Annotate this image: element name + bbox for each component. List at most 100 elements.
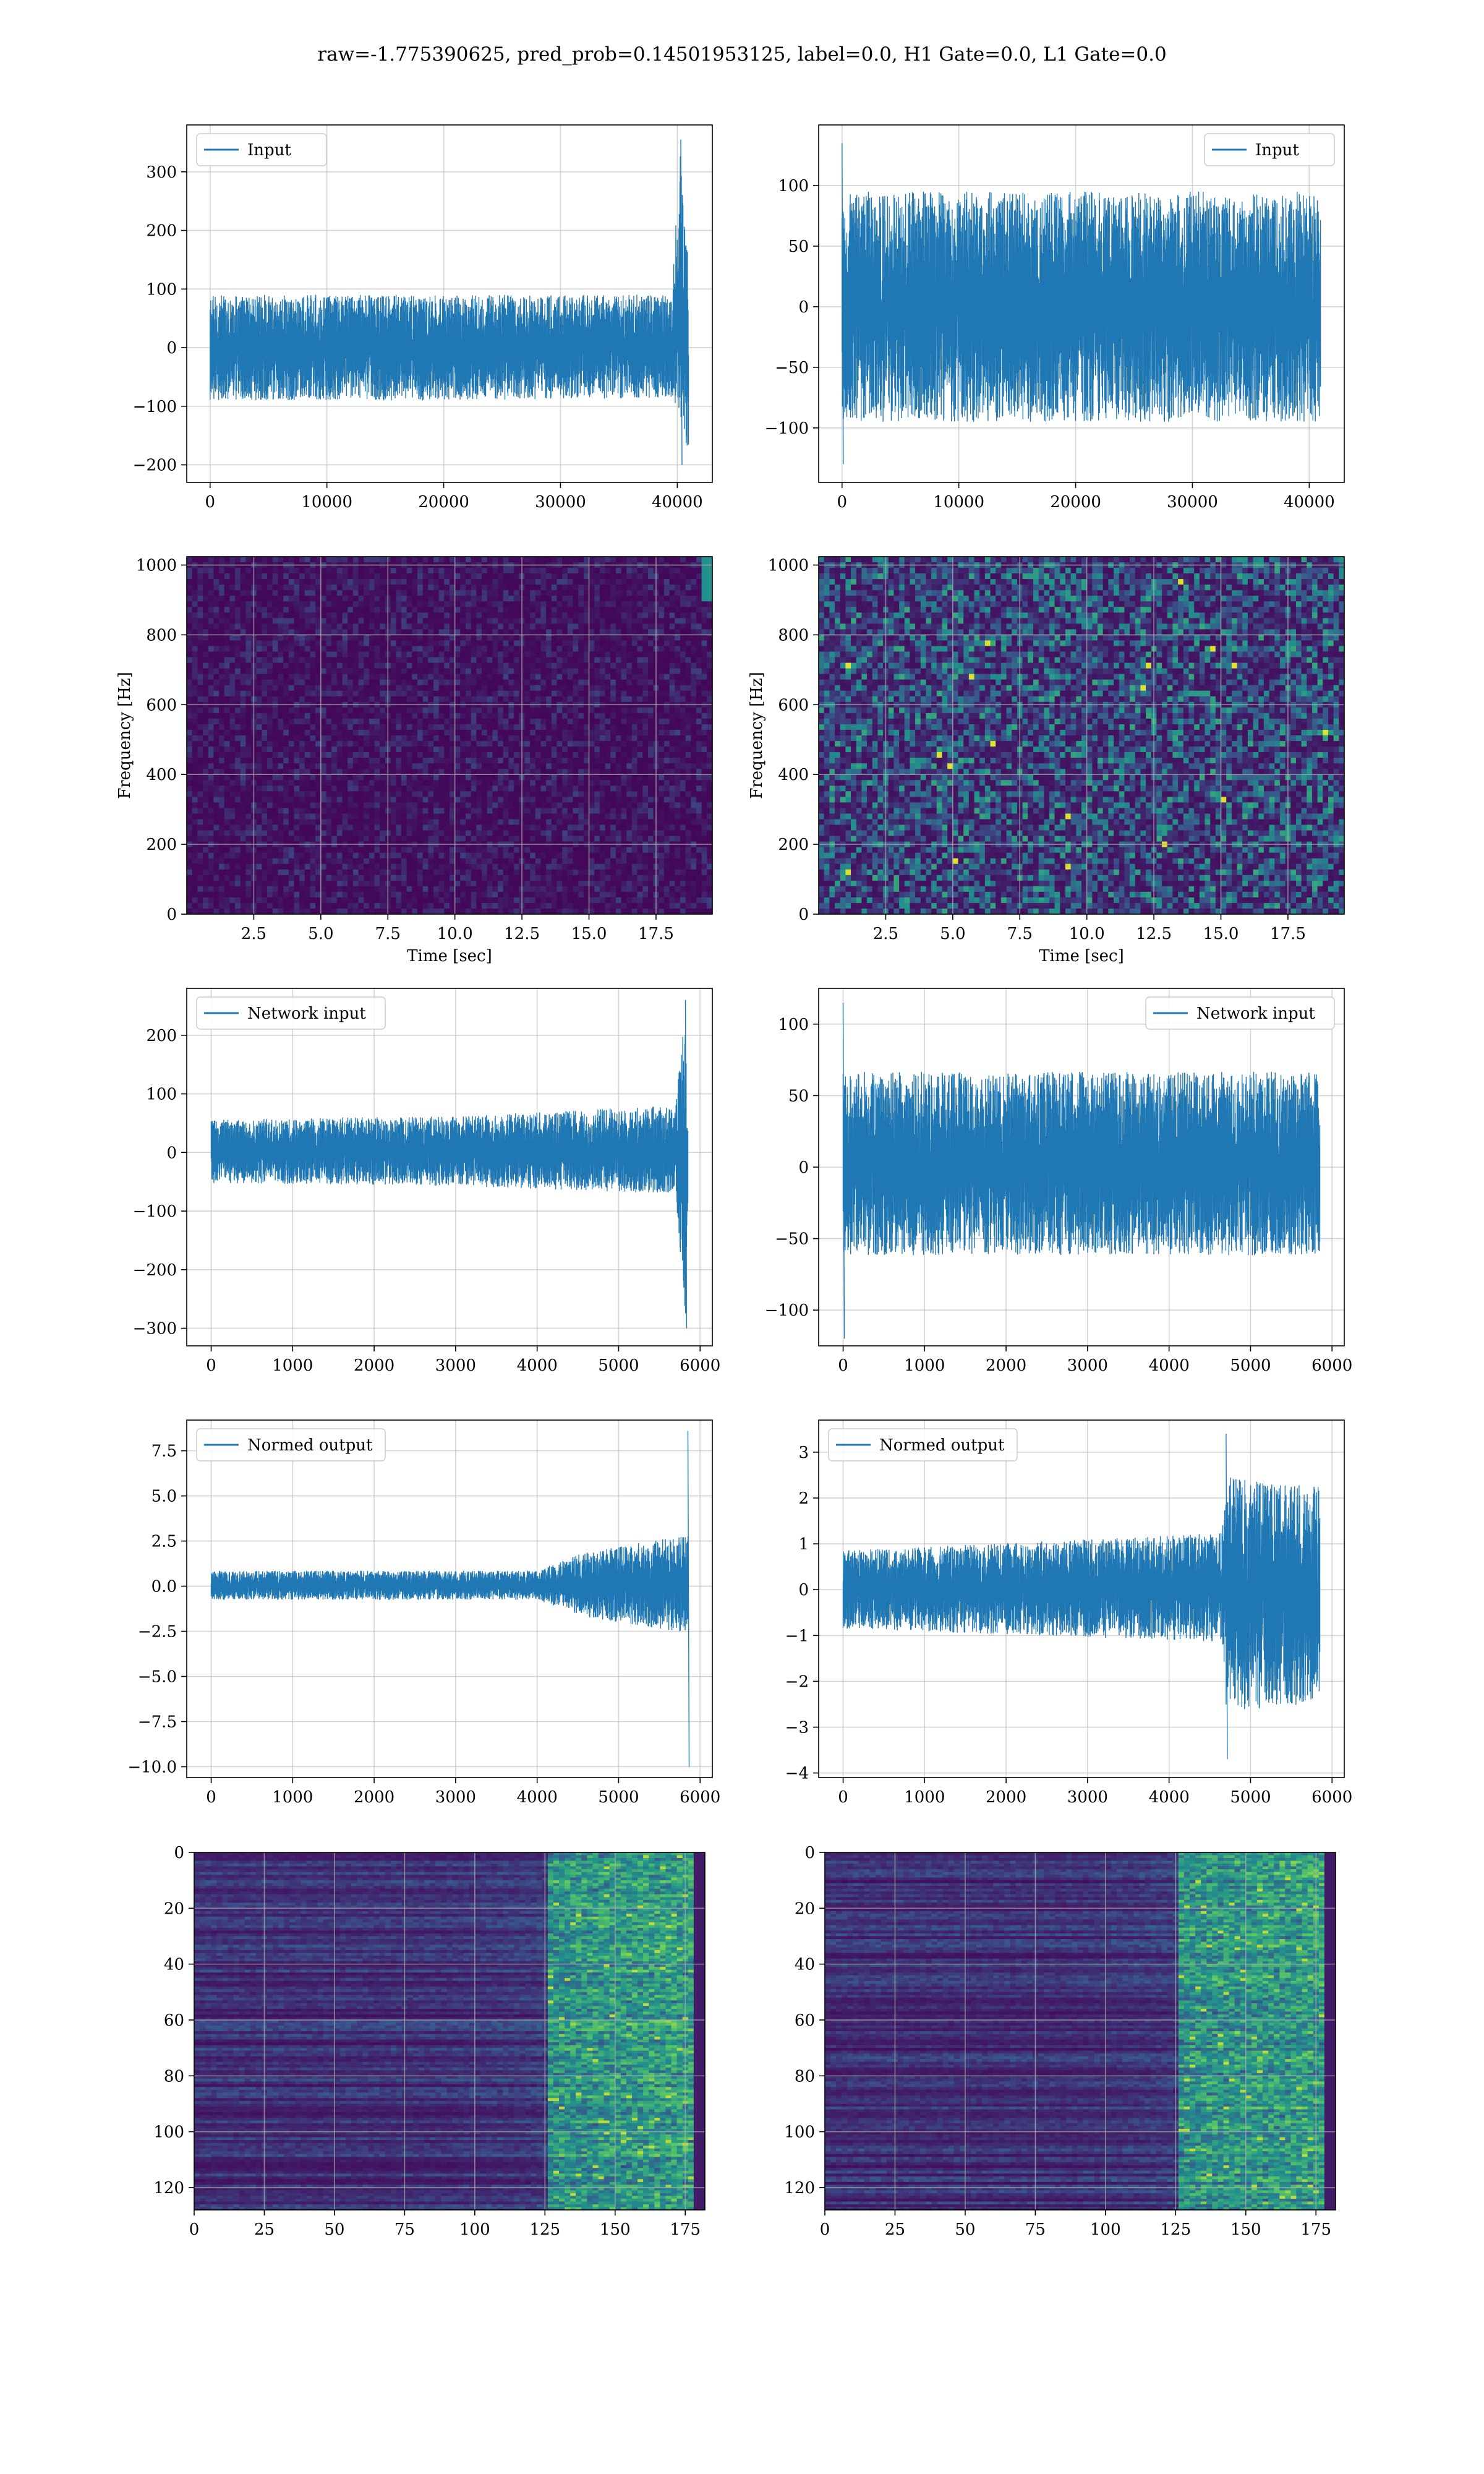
spectrogram-left-cell (374, 685, 380, 691)
spectrogram-left-cell (460, 763, 466, 769)
spectrogram-left-cell (299, 797, 305, 803)
spectrogram-left-cell (460, 819, 466, 826)
spectrogram-left-cell (224, 646, 230, 653)
spectrogram-left-cell (352, 668, 359, 675)
spectrogram-left-cell (369, 674, 375, 680)
spectrogram-left-cell (187, 741, 193, 747)
spectrogram-left-cell (412, 908, 418, 914)
spectrogram-left-cell (433, 747, 440, 753)
spectrogram-left-cell (573, 852, 579, 859)
spectrogram-left-cell (466, 713, 472, 719)
spectrogram-left-cell (219, 662, 225, 669)
spectrogram-left-cell (320, 696, 327, 703)
spectrogram-left-cell (224, 668, 230, 675)
spectrogram-left-cell (428, 797, 434, 803)
spectrogram-left-cell (213, 852, 220, 859)
spectrogram-left-cell (272, 875, 279, 881)
spectrogram-left-cell (492, 668, 498, 675)
spectrogram-left-cell (245, 713, 252, 719)
spectrogram-left-cell (460, 618, 466, 624)
spectrogram-left-cell (562, 830, 568, 837)
spectrogram-left-cell (336, 623, 343, 630)
spectrogram-left-cell (203, 858, 209, 865)
spectrogram-left-cell (406, 758, 412, 764)
spectrogram-left-cell (594, 557, 600, 563)
spectrogram-left-cell (213, 557, 220, 563)
spectrogram-left-cell (524, 863, 531, 870)
spectrogram-left-cell (245, 590, 252, 596)
spectrogram-left-cell (288, 797, 295, 803)
spectrogram-left-cell (203, 657, 209, 664)
spectrogram-left-cell (294, 729, 300, 736)
spectrogram-left-cell (556, 718, 563, 725)
spectrogram-left-cell (374, 729, 380, 736)
spectrogram-left-cell (272, 557, 279, 563)
spectrogram-left-cell (444, 618, 450, 624)
spectrogram-left-cell (492, 886, 498, 892)
spectrogram-left-cell (567, 590, 574, 596)
spectrogram-left-cell (342, 824, 348, 831)
spectrogram-left-cell (444, 758, 450, 764)
spectrogram-left-cell (466, 584, 472, 591)
spectrogram-left-cell (352, 802, 359, 809)
spectrogram-left-cell (272, 813, 279, 820)
spectrogram-left-cell (535, 623, 542, 630)
spectrogram-left-cell (208, 657, 214, 664)
spectrogram-left-cell (213, 858, 220, 865)
spectrogram-left-cell (203, 601, 209, 607)
spectrogram-left-cell (294, 824, 300, 831)
spectrogram-left-cell (508, 863, 514, 870)
spectrogram-left-cell (203, 707, 209, 714)
spectrogram-left-cell (422, 847, 429, 854)
spectrogram-left-cell (460, 601, 466, 607)
spectrogram-left-cell (310, 690, 316, 697)
spectrogram-left-cell (192, 902, 198, 909)
spectrogram-left-cell (396, 769, 402, 775)
spectrogram-left-cell (546, 847, 552, 854)
spectrogram-left-cell (390, 618, 396, 624)
spectrogram-left-cell (197, 696, 203, 703)
spectrogram-left-cell (546, 590, 552, 596)
spectrogram-left-cell (551, 852, 558, 859)
spectrogram-left-cell (187, 557, 193, 563)
spectrogram-left-cell (235, 774, 241, 781)
spectrogram-left-cell (348, 679, 354, 686)
spectrogram-left-cell (433, 718, 440, 725)
spectrogram-left-cell (235, 696, 241, 703)
spectrogram-left-cell (197, 557, 203, 563)
spectrogram-left-cell (342, 758, 348, 764)
spectrogram-left-cell (498, 729, 504, 736)
spectrogram-left-cell (380, 612, 386, 618)
spectrogram-left-cell (556, 808, 563, 815)
spectrogram-left-cell (535, 785, 542, 792)
spectrogram-left-cell (412, 657, 418, 664)
spectrogram-left-cell (583, 785, 590, 792)
spectrogram-left-cell (369, 618, 375, 624)
spectrogram-left-cell (187, 573, 193, 580)
spectrogram-left-cell (262, 858, 268, 865)
spectrogram-left-cell (471, 747, 477, 753)
spectrogram-left-cell (197, 741, 203, 747)
spectrogram-left-cell (482, 690, 488, 697)
spectrogram-left-cell (342, 651, 348, 658)
spectrogram-left-cell (331, 869, 338, 876)
spectrogram-left-cell (187, 858, 193, 865)
spectrogram-left-cell (197, 791, 203, 797)
spectrogram-left-cell (283, 651, 289, 658)
spectrogram-left-cell (417, 858, 424, 865)
spectrogram-left-cell (508, 590, 514, 596)
spectrogram-left-cell (342, 618, 348, 624)
spectrogram-left-cell (331, 579, 338, 585)
spectrogram-left-cell (540, 735, 547, 742)
spectrogram-left-cell (203, 897, 209, 904)
spectrogram-left-cell (310, 763, 316, 769)
spectrogram-left-cell (535, 741, 542, 747)
spectrogram-left-cell (551, 813, 558, 820)
spectrogram-left-cell (342, 858, 348, 865)
spectrogram-left-cell (546, 869, 552, 876)
spectrogram-left-cell (240, 635, 246, 641)
spectrogram-left-cell (374, 640, 380, 647)
spectrogram-left-cell (551, 897, 558, 904)
input-left-xtick-label: 20000 (418, 493, 469, 511)
spectrogram-left-cell (310, 601, 316, 607)
